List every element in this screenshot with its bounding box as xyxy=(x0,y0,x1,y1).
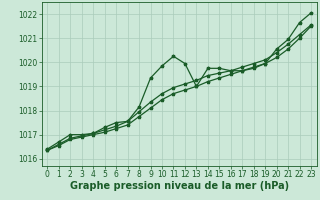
X-axis label: Graphe pression niveau de la mer (hPa): Graphe pression niveau de la mer (hPa) xyxy=(70,181,289,191)
